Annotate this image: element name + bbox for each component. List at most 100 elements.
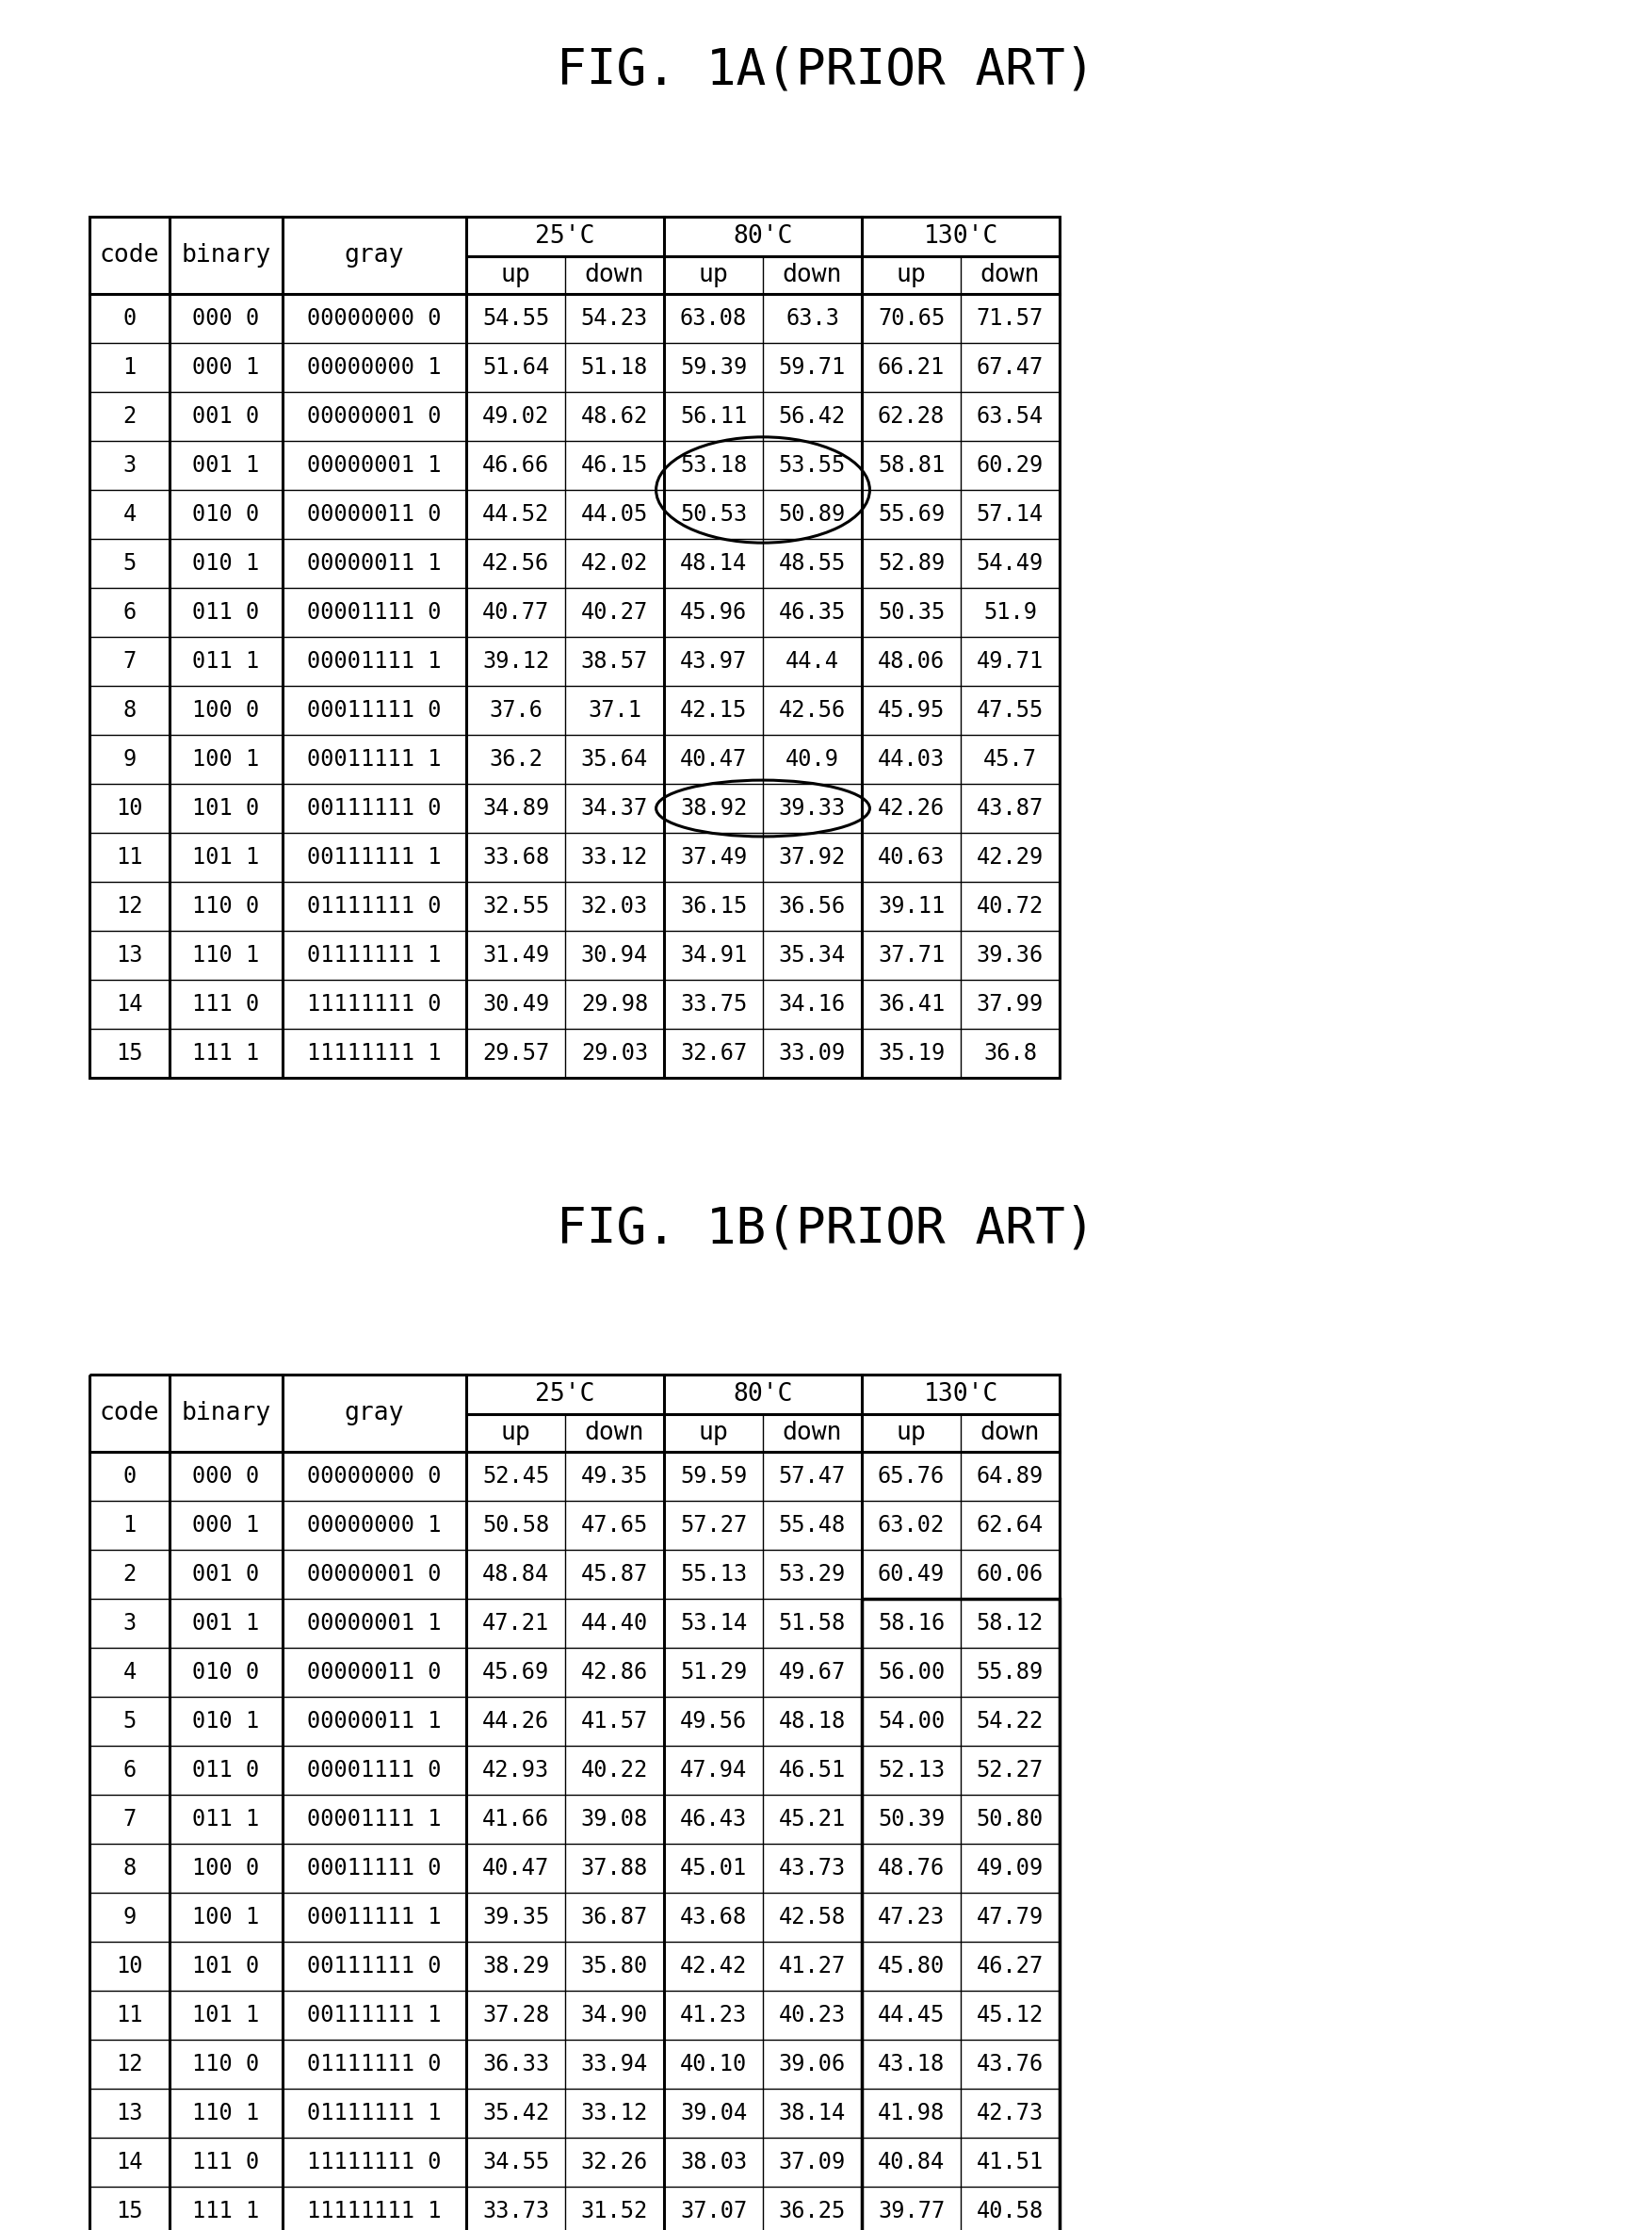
- Text: 45.95: 45.95: [877, 698, 945, 723]
- Text: 42.86: 42.86: [582, 1661, 648, 1684]
- Text: 45.87: 45.87: [582, 1563, 648, 1586]
- Text: 7: 7: [122, 651, 135, 673]
- Text: 42.15: 42.15: [681, 698, 747, 723]
- Text: 59.71: 59.71: [778, 357, 846, 379]
- Text: 80'C: 80'C: [733, 225, 793, 250]
- Text: 13: 13: [116, 2103, 144, 2125]
- Text: 40.10: 40.10: [681, 2054, 747, 2076]
- Text: up: up: [699, 1421, 729, 1445]
- Text: 57.47: 57.47: [778, 1465, 846, 1487]
- Text: 13: 13: [116, 943, 144, 966]
- Text: 54.00: 54.00: [877, 1710, 945, 1733]
- Text: 00111111 1: 00111111 1: [307, 2005, 441, 2027]
- Text: 11111111 1: 11111111 1: [307, 1041, 441, 1064]
- Text: 62.28: 62.28: [877, 406, 945, 428]
- Text: 40.58: 40.58: [976, 2199, 1044, 2223]
- Text: 49.71: 49.71: [976, 651, 1044, 673]
- Text: 58.16: 58.16: [877, 1612, 945, 1635]
- Text: 100 0: 100 0: [193, 698, 259, 723]
- Text: 101 0: 101 0: [193, 796, 259, 821]
- Text: 42.58: 42.58: [778, 1907, 846, 1929]
- Text: 5: 5: [122, 1710, 135, 1733]
- Text: 55.89: 55.89: [976, 1661, 1044, 1684]
- Text: 38.92: 38.92: [681, 796, 747, 821]
- Text: 37.92: 37.92: [778, 845, 846, 870]
- Text: 33.09: 33.09: [778, 1041, 846, 1064]
- Text: 40.9: 40.9: [785, 747, 839, 772]
- Text: 39.04: 39.04: [681, 2103, 747, 2125]
- Text: 001 1: 001 1: [193, 455, 259, 477]
- Text: 011 1: 011 1: [193, 651, 259, 673]
- Text: 12: 12: [116, 894, 144, 917]
- Text: 40.47: 40.47: [482, 1858, 548, 1880]
- Text: 45.21: 45.21: [778, 1809, 846, 1831]
- Text: 60.06: 60.06: [976, 1563, 1044, 1586]
- Text: 14: 14: [116, 2152, 144, 2174]
- Text: 3: 3: [122, 1612, 135, 1635]
- Text: 48.06: 48.06: [877, 651, 945, 673]
- Text: 00000000 1: 00000000 1: [307, 357, 441, 379]
- Text: 1: 1: [122, 1514, 135, 1536]
- Text: 48.14: 48.14: [681, 553, 747, 575]
- Text: down: down: [980, 263, 1041, 288]
- Text: 40.84: 40.84: [877, 2152, 945, 2174]
- Text: 00000001 1: 00000001 1: [307, 1612, 441, 1635]
- Text: 11111111 0: 11111111 0: [307, 992, 441, 1015]
- Text: 130'C: 130'C: [923, 1383, 998, 1407]
- Bar: [862, 1599, 1059, 2230]
- Text: 00000000 1: 00000000 1: [307, 1514, 441, 1536]
- Text: 34.16: 34.16: [778, 992, 846, 1015]
- Text: 000 0: 000 0: [193, 308, 259, 330]
- Text: binary: binary: [182, 243, 271, 268]
- Text: 000 1: 000 1: [193, 357, 259, 379]
- Text: 110 0: 110 0: [193, 2054, 259, 2076]
- Text: 31.49: 31.49: [482, 943, 548, 966]
- Text: 56.42: 56.42: [778, 406, 846, 428]
- Text: 4: 4: [122, 504, 135, 526]
- Text: 44.26: 44.26: [482, 1710, 548, 1733]
- Text: 50.58: 50.58: [482, 1514, 548, 1536]
- Text: 39.11: 39.11: [877, 894, 945, 917]
- Text: 00000011 0: 00000011 0: [307, 1661, 441, 1684]
- Text: binary: binary: [182, 1400, 271, 1425]
- Text: 000 1: 000 1: [193, 1514, 259, 1536]
- Text: 00011111 1: 00011111 1: [307, 747, 441, 772]
- Text: 00000001 1: 00000001 1: [307, 455, 441, 477]
- Text: 011 0: 011 0: [193, 602, 259, 624]
- Text: 40.22: 40.22: [582, 1759, 648, 1782]
- Text: 11: 11: [116, 2005, 144, 2027]
- Text: FIG. 1B(PRIOR ART): FIG. 1B(PRIOR ART): [557, 1204, 1095, 1253]
- Text: up: up: [897, 263, 927, 288]
- Text: 38.29: 38.29: [482, 1956, 548, 1978]
- Text: 45.69: 45.69: [482, 1661, 548, 1684]
- Text: 39.33: 39.33: [778, 796, 846, 821]
- Text: 63.02: 63.02: [877, 1514, 945, 1536]
- Text: down: down: [783, 263, 843, 288]
- Text: 51.64: 51.64: [482, 357, 548, 379]
- Text: 43.68: 43.68: [681, 1907, 747, 1929]
- Text: 60.49: 60.49: [877, 1563, 945, 1586]
- Text: 010 1: 010 1: [193, 553, 259, 575]
- Text: 001 0: 001 0: [193, 406, 259, 428]
- Text: 49.67: 49.67: [778, 1661, 846, 1684]
- Text: 11111111 1: 11111111 1: [307, 2199, 441, 2223]
- Text: 39.77: 39.77: [877, 2199, 945, 2223]
- Text: 47.94: 47.94: [681, 1759, 747, 1782]
- Text: 36.8: 36.8: [983, 1041, 1037, 1064]
- Text: 111 1: 111 1: [193, 2199, 259, 2223]
- Text: 59.39: 59.39: [681, 357, 747, 379]
- Text: code: code: [99, 1400, 159, 1425]
- Text: 42.26: 42.26: [877, 796, 945, 821]
- Text: 51.58: 51.58: [778, 1612, 846, 1635]
- Text: 47.65: 47.65: [582, 1514, 648, 1536]
- Text: 00000001 0: 00000001 0: [307, 406, 441, 428]
- Text: 6: 6: [122, 1759, 135, 1782]
- Text: 49.02: 49.02: [482, 406, 548, 428]
- Text: 54.22: 54.22: [976, 1710, 1044, 1733]
- Text: 47.23: 47.23: [877, 1907, 945, 1929]
- Text: 6: 6: [122, 602, 135, 624]
- Text: 43.73: 43.73: [778, 1858, 846, 1880]
- Text: code: code: [99, 243, 159, 268]
- Text: 111 0: 111 0: [193, 2152, 259, 2174]
- Text: 0: 0: [122, 308, 135, 330]
